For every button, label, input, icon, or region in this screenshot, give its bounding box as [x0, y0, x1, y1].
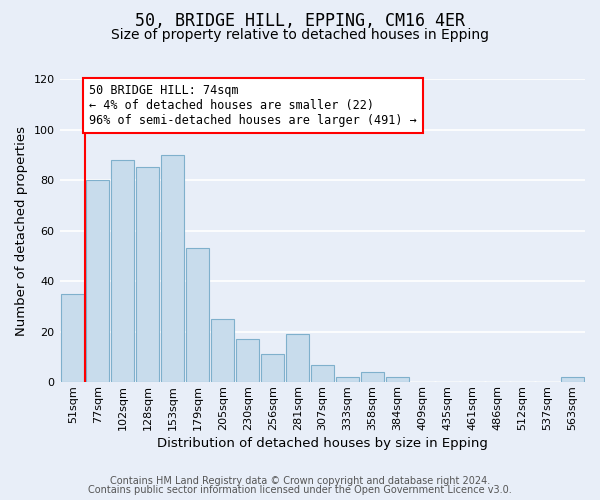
- Bar: [337, 377, 359, 382]
- X-axis label: Distribution of detached houses by size in Epping: Distribution of detached houses by size …: [157, 437, 488, 450]
- Bar: [211, 319, 234, 382]
- Bar: [311, 364, 334, 382]
- Text: 50, BRIDGE HILL, EPPING, CM16 4ER: 50, BRIDGE HILL, EPPING, CM16 4ER: [135, 12, 465, 30]
- Bar: [561, 377, 584, 382]
- Y-axis label: Number of detached properties: Number of detached properties: [15, 126, 28, 336]
- Bar: [86, 180, 109, 382]
- Bar: [262, 354, 284, 382]
- Bar: [236, 340, 259, 382]
- Bar: [136, 168, 159, 382]
- Bar: [112, 160, 134, 382]
- Bar: [61, 294, 84, 382]
- Text: 50 BRIDGE HILL: 74sqm
← 4% of detached houses are smaller (22)
96% of semi-detac: 50 BRIDGE HILL: 74sqm ← 4% of detached h…: [89, 84, 417, 127]
- Bar: [161, 155, 184, 382]
- Bar: [386, 377, 409, 382]
- Text: Size of property relative to detached houses in Epping: Size of property relative to detached ho…: [111, 28, 489, 42]
- Bar: [286, 334, 309, 382]
- Bar: [361, 372, 384, 382]
- Bar: [187, 248, 209, 382]
- Text: Contains public sector information licensed under the Open Government Licence v3: Contains public sector information licen…: [88, 485, 512, 495]
- Text: Contains HM Land Registry data © Crown copyright and database right 2024.: Contains HM Land Registry data © Crown c…: [110, 476, 490, 486]
